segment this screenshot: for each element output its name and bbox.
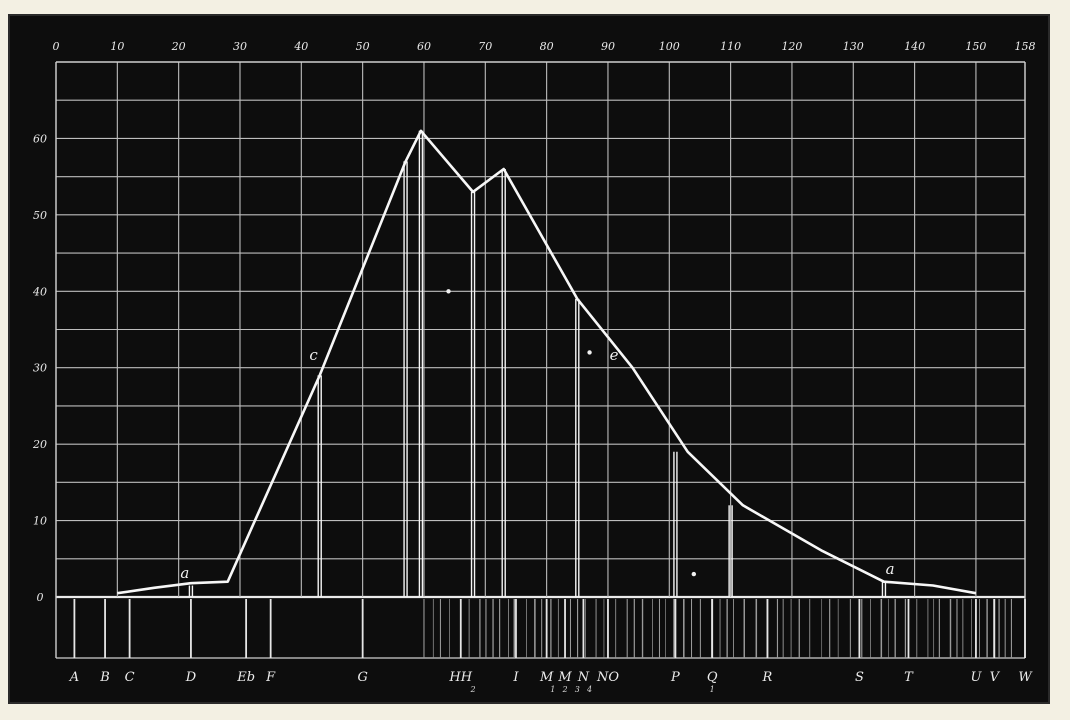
y-tick-label: 50 xyxy=(33,209,47,222)
spectrum-line-label: M xyxy=(557,670,572,685)
curve-dot xyxy=(446,289,451,294)
curve-annotation: a xyxy=(886,560,895,578)
y-tick-label: 20 xyxy=(32,438,47,451)
y-tick-label: 40 xyxy=(32,285,47,298)
spectrum-line-label: Q xyxy=(707,670,718,685)
spectrum-sublabel: 4 xyxy=(586,685,592,694)
y-tick-label: 30 xyxy=(33,362,47,375)
chart-plate xyxy=(8,14,1050,704)
spectrum-line-label: M xyxy=(539,670,554,685)
spectrum-line-label: F xyxy=(265,670,276,685)
x-tick-label: 70 xyxy=(478,40,492,53)
y-tick-label: 60 xyxy=(33,132,47,145)
x-tick-label: 80 xyxy=(540,40,554,53)
curve-annotation: a xyxy=(180,564,189,582)
spectrum-line-label: G xyxy=(357,670,367,685)
x-tick-label: 30 xyxy=(233,40,247,53)
spectrum-line-label: W xyxy=(1018,670,1033,685)
x-tick-label: 150 xyxy=(965,40,986,53)
spectrum-line-label: D xyxy=(185,670,197,685)
x-tick-label: 40 xyxy=(293,40,308,53)
spectrum-line-label: Eb xyxy=(236,670,255,685)
x-tick-label: 120 xyxy=(781,40,802,53)
x-tick-label: 158 xyxy=(1015,40,1036,53)
spectrum-line-label: V xyxy=(990,670,1001,685)
curve-dot xyxy=(587,350,592,355)
curve-dot xyxy=(691,571,697,577)
x-tick-label: 100 xyxy=(659,40,680,53)
x-tick-label: 0 xyxy=(53,40,60,53)
spectrum-sublabel: 3 xyxy=(575,685,580,694)
spectrum-sublabel: 2 xyxy=(561,685,567,694)
spectrum-line-label: I xyxy=(512,670,519,685)
x-tick-label: 130 xyxy=(843,40,864,53)
spectrum-line-label: U xyxy=(970,670,982,685)
curve-annotation: e xyxy=(610,346,619,364)
spectrum-line-label: B xyxy=(99,670,110,685)
x-tick-label: 10 xyxy=(110,40,124,53)
spectrum-sublabel: 1 xyxy=(710,685,715,694)
y-tick-label: 10 xyxy=(33,515,47,528)
y-tick-label: 0 xyxy=(37,591,44,604)
x-tick-label: 50 xyxy=(356,40,370,53)
curve-annotation: c xyxy=(309,346,318,364)
x-tick-label: 110 xyxy=(720,40,741,53)
spectrum-line-label: A xyxy=(69,670,79,685)
spectrum-sublabel: 2 xyxy=(469,685,475,694)
intensity-curve xyxy=(117,129,977,595)
x-tick-label: 90 xyxy=(601,40,615,53)
x-tick-label: 20 xyxy=(171,40,186,53)
spectrum-line-label: T xyxy=(904,670,914,685)
x-tick-label: 140 xyxy=(904,40,925,53)
x-tick-label: 60 xyxy=(417,40,431,53)
spectrum-line-label: R xyxy=(762,670,773,685)
spectrum-line-label: N xyxy=(577,670,590,685)
spectrum-line-label: S xyxy=(855,670,864,685)
spectrum-line-label: C xyxy=(125,670,135,685)
spectrum-sublabel: 1 xyxy=(550,685,555,694)
spectrum-line-label: HH xyxy=(448,670,472,685)
spectrum-line-label: P xyxy=(670,670,680,685)
spectrum-line-label: NO xyxy=(596,670,619,685)
